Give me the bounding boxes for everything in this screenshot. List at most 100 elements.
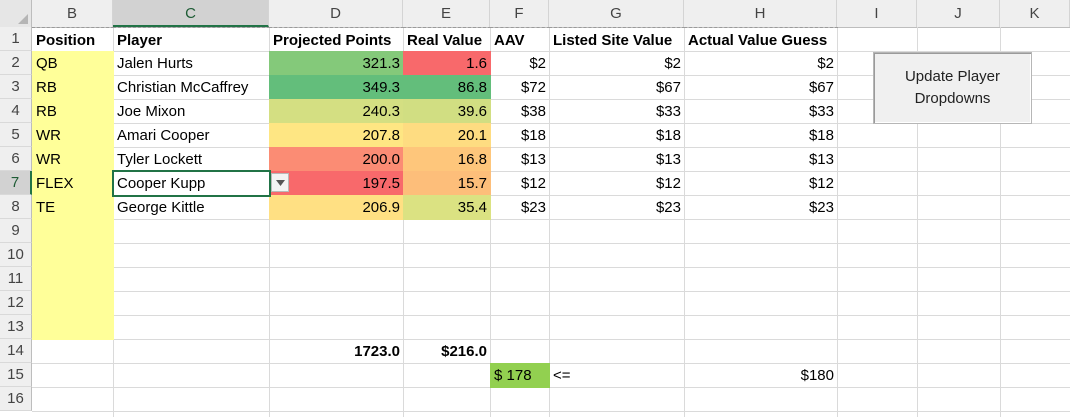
cell-position-3[interactable]: RB bbox=[32, 75, 114, 100]
total-projected-points[interactable]: 1723.0 bbox=[354, 343, 400, 360]
cell-aav-6[interactable]: $13 bbox=[520, 151, 546, 168]
row-header-6[interactable]: 6 bbox=[0, 147, 32, 171]
gridline bbox=[32, 363, 1070, 364]
cell-player-2[interactable]: Jalen Hurts bbox=[117, 55, 193, 72]
row-header-1[interactable]: 1 bbox=[0, 27, 32, 51]
cell-position-7[interactable]: FLEX bbox=[32, 171, 114, 196]
total-real-value[interactable]: $216.0 bbox=[441, 343, 487, 360]
row-header-5[interactable]: 5 bbox=[0, 123, 32, 147]
update-player-dropdowns-button[interactable]: Update Player Dropdowns bbox=[873, 52, 1032, 124]
column-header-j[interactable]: J bbox=[917, 0, 1000, 27]
cell-projected-8[interactable]: 206.9 bbox=[269, 195, 404, 220]
column-header-e[interactable]: E bbox=[403, 0, 490, 27]
cell-listed-7[interactable]: $12 bbox=[655, 175, 681, 192]
cell-real-7[interactable]: 15.7 bbox=[403, 171, 491, 196]
cell-actual-4[interactable]: $33 bbox=[808, 103, 834, 120]
cell-projected-4[interactable]: 240.3 bbox=[269, 99, 404, 124]
cell-listed-3[interactable]: $67 bbox=[655, 79, 681, 96]
cell-b9[interactable] bbox=[32, 219, 114, 244]
cell-projected-3[interactable]: 349.3 bbox=[269, 75, 404, 100]
row-header-13[interactable]: 13 bbox=[0, 315, 32, 339]
actual-value-total[interactable]: $180 bbox=[800, 367, 834, 384]
row-header-14[interactable]: 14 bbox=[0, 339, 32, 363]
cell-position-2[interactable]: QB bbox=[32, 51, 114, 76]
column-header-f[interactable]: F bbox=[490, 0, 549, 27]
cell-real-2[interactable]: 1.6 bbox=[403, 51, 491, 76]
cell-actual-2[interactable]: $2 bbox=[817, 55, 834, 72]
row-header-16[interactable]: 16 bbox=[0, 387, 32, 411]
cell-player-4[interactable]: Joe Mixon bbox=[117, 103, 186, 120]
cell-position-4[interactable]: RB bbox=[32, 99, 114, 124]
cell-projected-5[interactable]: 207.8 bbox=[269, 123, 404, 148]
row-header-2[interactable]: 2 bbox=[0, 51, 32, 75]
cell-position-8[interactable]: TE bbox=[32, 195, 114, 220]
select-all-corner[interactable] bbox=[0, 0, 32, 27]
row-header-9[interactable]: 9 bbox=[0, 219, 32, 243]
header-aav[interactable]: AAV bbox=[490, 27, 550, 52]
cell-player-8[interactable]: George Kittle bbox=[117, 199, 205, 216]
cell-aav-8[interactable]: $23 bbox=[520, 199, 546, 216]
gridline bbox=[32, 171, 1070, 172]
cell-b11[interactable] bbox=[32, 267, 114, 292]
player-dropdown-button[interactable] bbox=[271, 173, 289, 192]
row-header-7[interactable]: 7 bbox=[0, 171, 32, 195]
column-header-g[interactable]: G bbox=[549, 0, 684, 27]
header-player[interactable]: Player bbox=[113, 27, 270, 52]
cell-actual-3[interactable]: $67 bbox=[808, 79, 834, 96]
cell-aav-5[interactable]: $18 bbox=[520, 127, 546, 144]
cell-real-5[interactable]: 20.1 bbox=[403, 123, 491, 148]
cell-aav-2[interactable]: $2 bbox=[529, 55, 546, 72]
header-projected-points[interactable]: Projected Points bbox=[269, 27, 404, 52]
header-real-value[interactable]: Real Value bbox=[403, 27, 491, 52]
active-cell-border bbox=[112, 170, 271, 197]
remaining-budget[interactable]: $ 178 bbox=[490, 363, 550, 388]
row-header-4[interactable]: 4 bbox=[0, 99, 32, 123]
arrow-indicator[interactable]: <= bbox=[553, 367, 571, 384]
cell-aav-3[interactable]: $72 bbox=[520, 79, 546, 96]
cell-player-3[interactable]: Christian McCaffrey bbox=[117, 79, 249, 96]
row-header-15[interactable]: 15 bbox=[0, 363, 32, 387]
cell-projected-7[interactable]: 197.5 bbox=[269, 171, 404, 196]
cell-listed-5[interactable]: $18 bbox=[655, 127, 681, 144]
cell-aav-7[interactable]: $12 bbox=[520, 175, 546, 192]
cell-listed-6[interactable]: $13 bbox=[655, 151, 681, 168]
column-header-d[interactable]: D bbox=[269, 0, 403, 27]
row-header-3[interactable]: 3 bbox=[0, 75, 32, 99]
cell-b12[interactable] bbox=[32, 291, 114, 316]
cell-real-3[interactable]: 86.8 bbox=[403, 75, 491, 100]
row-header-10[interactable]: 10 bbox=[0, 243, 32, 267]
column-header-k[interactable]: K bbox=[1000, 0, 1070, 27]
cell-player-6[interactable]: Tyler Lockett bbox=[117, 151, 203, 168]
cell-projected-2[interactable]: 321.3 bbox=[269, 51, 404, 76]
header-position[interactable]: Position bbox=[32, 27, 114, 52]
row-header-8[interactable]: 8 bbox=[0, 195, 32, 219]
cell-actual-5[interactable]: $18 bbox=[808, 127, 834, 144]
cell-real-8[interactable]: 35.4 bbox=[403, 195, 491, 220]
cell-real-6[interactable]: 16.8 bbox=[403, 147, 491, 172]
cell-position-6[interactable]: WR bbox=[32, 147, 114, 172]
column-header-c[interactable]: C bbox=[113, 0, 269, 27]
cell-position-5[interactable]: WR bbox=[32, 123, 114, 148]
column-header-h[interactable]: H bbox=[684, 0, 837, 27]
cell-player-7[interactable]: Cooper Kupp bbox=[117, 175, 206, 192]
cell-actual-6[interactable]: $13 bbox=[808, 151, 834, 168]
row-header-11[interactable]: 11 bbox=[0, 267, 32, 291]
column-header-b[interactable]: B bbox=[32, 0, 113, 27]
row-header-12[interactable]: 12 bbox=[0, 291, 32, 315]
cell-real-4[interactable]: 39.6 bbox=[403, 99, 491, 124]
cell-b13[interactable] bbox=[32, 315, 114, 340]
cell-listed-8[interactable]: $23 bbox=[655, 199, 681, 216]
cell-projected-6[interactable]: 200.0 bbox=[269, 147, 404, 172]
cell-b10[interactable] bbox=[32, 243, 114, 268]
column-header-i[interactable]: I bbox=[837, 0, 917, 27]
header-listed-site-value[interactable]: Listed Site Value bbox=[549, 27, 685, 52]
header-actual-value-guess[interactable]: Actual Value Guess bbox=[684, 27, 838, 52]
cell-actual-7[interactable]: $12 bbox=[808, 175, 834, 192]
gridline bbox=[32, 195, 1070, 196]
cell-listed-4[interactable]: $33 bbox=[655, 103, 681, 120]
cell-player-5[interactable]: Amari Cooper bbox=[117, 127, 210, 144]
cell-aav-4[interactable]: $38 bbox=[520, 103, 546, 120]
cell-actual-8[interactable]: $23 bbox=[808, 199, 834, 216]
cell-listed-2[interactable]: $2 bbox=[664, 55, 681, 72]
